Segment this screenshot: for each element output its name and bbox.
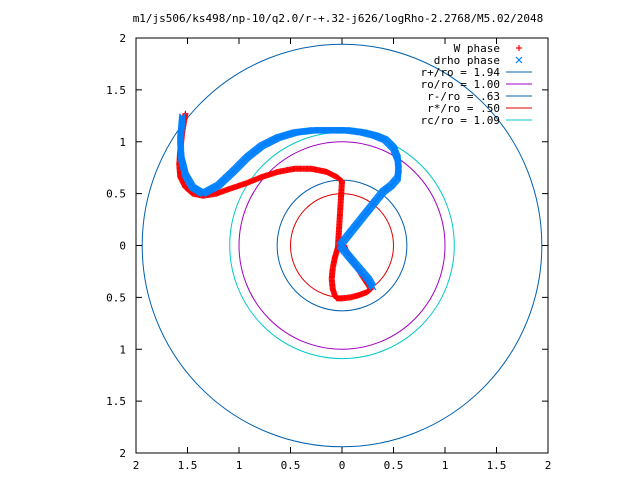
data-points [176,45,523,302]
legend-marker-drho [515,56,523,64]
x-tick-label: 1.5 [487,459,507,472]
legend-label: r-/ro = .63 [427,90,500,103]
y-tick-label: 1 [119,343,126,356]
x-tick-label: 1.5 [178,459,198,472]
legend-marker-w [516,45,522,51]
x-tick-label: 2 [545,459,552,472]
x-tick-label: 1 [442,459,449,472]
x-tick-label: 2 [133,459,140,472]
x-tick-label: 0.5 [384,459,404,472]
legend-label: W phase [454,42,500,55]
y-tick-label: 0 [119,240,126,253]
y-tick-label: 1 [119,136,126,149]
circle-0 [141,43,543,448]
y-tick-label: 1.5 [106,395,126,408]
circle-1 [238,141,446,350]
legend-label: ro/ro = 1.00 [421,78,500,91]
y-tick-label: 1.5 [106,84,126,97]
legend-label: r+/ro = 1.94 [421,66,501,79]
y-tick-label: 2 [119,32,126,45]
y-tick-label: 2 [119,447,126,460]
legend-label: drho phase [434,54,500,67]
y-tick-label: 0.5 [106,188,126,201]
chart-title: m1/js506/ks498/np-10/q2.0/r-+.32-j626/lo… [133,12,544,25]
legend-label: r*/ro = .50 [427,102,500,115]
x-tick-label: 0 [339,459,346,472]
x-tick-label: 1 [236,459,243,472]
y-tick-label: 0.5 [106,291,126,304]
legend-label: rc/ro = 1.09 [421,114,500,127]
axis-ticks: 2 1.5 1 0.5 0 0.5 1 1.5 221.510.500.511.52 [106,32,551,472]
drho-phase-point [369,283,377,291]
x-tick-label: 0.5 [281,459,301,472]
